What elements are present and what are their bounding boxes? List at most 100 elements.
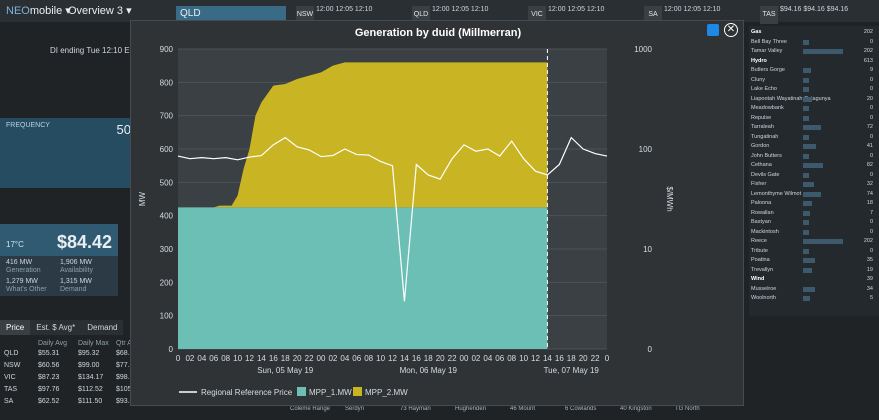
- generator-row[interactable]: Butlers Gorge 9: [751, 67, 877, 75]
- generator-value: 202: [863, 238, 873, 244]
- generator-row[interactable]: Bastyan 0: [751, 219, 877, 227]
- generator-name: Tamar Valley: [751, 48, 783, 54]
- generator-value: 0: [869, 171, 873, 178]
- x-tick-label: 08: [364, 354, 373, 363]
- generator-bar: [803, 229, 809, 235]
- generator-name: Cluny: [751, 76, 766, 83]
- legend-label-mpp-1: MPP_1.MW: [309, 388, 352, 397]
- region-stats: 416 MW Generation 1,906 MW Availability …: [0, 256, 118, 296]
- generator-bar: [803, 220, 809, 225]
- price-tabs: Price Est. $ Avg* Demand: [0, 320, 140, 336]
- x-tick-label: 14: [400, 354, 409, 363]
- table-cell: $105.1: [116, 386, 138, 393]
- y2-tick-label: 0: [648, 345, 653, 354]
- generator-bar: [803, 68, 811, 73]
- generator-bar: [803, 144, 816, 149]
- generator-bar: [803, 258, 815, 263]
- region-vic-prices[interactable]: VIC 12:00 12:05 12:10: [528, 6, 640, 24]
- generator-name: Rowallan: [751, 209, 774, 216]
- generator-row[interactable]: Repulse 0: [751, 115, 877, 123]
- expand-icon[interactable]: [707, 24, 719, 36]
- table-cell: $93.4: [116, 398, 134, 405]
- generator-row[interactable]: Gordon 41: [751, 143, 877, 151]
- region-summary-tile[interactable]: 17°C $84.42: [0, 224, 118, 260]
- y-tick-label: 600: [160, 145, 174, 154]
- strip-item: 46 Mount: [510, 406, 536, 412]
- x-tick-label: 00: [317, 354, 326, 363]
- frequency-panel[interactable]: FREQUENCY 50: [0, 118, 135, 188]
- generator-name: Tribute: [751, 247, 768, 254]
- qld-price-tile[interactable]: QLD: [176, 6, 286, 24]
- table-cell: TAS: [4, 386, 18, 393]
- table-cell: $98.1: [116, 374, 134, 381]
- table-cell: NSW: [4, 362, 21, 369]
- app-brand[interactable]: NEOmobile ▾: [6, 5, 71, 17]
- generator-row[interactable]: Musselroe 34: [751, 286, 877, 294]
- generator-row[interactable]: Wind 39: [751, 276, 877, 284]
- generator-row[interactable]: John Butters 0: [751, 153, 877, 161]
- close-icon[interactable]: ✕: [724, 23, 738, 37]
- region-tas-prices[interactable]: TAS $94.16 $94.16 $94.16: [760, 6, 875, 24]
- generator-row[interactable]: Lake Echo 0: [751, 86, 877, 94]
- y-tick-label: 900: [160, 45, 174, 54]
- x-day-label: Tue, 07 May 19: [544, 366, 600, 375]
- table-row: NSW $60.56 $99.00 $77.6: [0, 362, 140, 372]
- generator-row[interactable]: Devils Gate 0: [751, 172, 877, 180]
- generator-row[interactable]: Bell Bay Three 0: [751, 39, 877, 47]
- y2-axis-label: $/MWh: [665, 186, 674, 211]
- generator-row[interactable]: Liapootah Wayatinah Catagunya 20: [751, 96, 877, 104]
- table-cell: $87.23: [38, 374, 60, 381]
- x-tick-label: 20: [293, 354, 302, 363]
- generator-bar: [803, 77, 809, 83]
- generator-row[interactable]: Poatina 35: [751, 257, 877, 265]
- table-row: QLD $55.31 $95.32 $68.5: [0, 350, 140, 360]
- generator-row[interactable]: Trevallyn 19: [751, 267, 877, 275]
- generator-row[interactable]: Rowallan 7: [751, 210, 877, 218]
- table-cell: $60.56: [38, 362, 60, 369]
- generator-row[interactable]: Cethana 82: [751, 162, 877, 170]
- generator-value: 202: [863, 48, 873, 54]
- generator-name: Bastyan: [751, 219, 771, 225]
- strip-item: 73 Hayman: [400, 406, 431, 412]
- generator-name: Fisher: [751, 181, 767, 187]
- x-tick-label: 18: [424, 354, 433, 363]
- generator-name: Gas: [751, 29, 762, 35]
- generator-row[interactable]: Mackintosh 0: [751, 229, 877, 237]
- overview-selector[interactable]: Overview 3 ▾: [68, 5, 132, 17]
- generator-row[interactable]: Tarraleah 72: [751, 124, 877, 132]
- generator-row[interactable]: Lemonthyme Wilmot 74: [751, 191, 877, 199]
- generator-bar: [803, 191, 822, 197]
- tab-price[interactable]: Price: [0, 320, 31, 335]
- region-nsw-prices[interactable]: NSW 12:00 12:05 12:10: [296, 6, 408, 24]
- generator-row[interactable]: Cluny 0: [751, 77, 877, 85]
- generator-row[interactable]: Hydro 613: [751, 58, 877, 66]
- generator-name: Paloona: [751, 200, 772, 206]
- generator-bar: [803, 296, 810, 301]
- generator-row[interactable]: Paloona 18: [751, 200, 877, 208]
- region-sa-prices[interactable]: SA 12:00 12:05 12:10: [644, 6, 756, 24]
- generator-name: Bell Bay Three: [751, 38, 787, 45]
- generator-row[interactable]: Meadowbank 0: [751, 105, 877, 113]
- y2-tick-label: 1000: [634, 45, 652, 54]
- region-qld-prices[interactable]: QLD 12:00 12:05 12:10: [412, 6, 524, 24]
- table-cell: $111.50: [78, 398, 103, 405]
- generator-row[interactable]: Reece 202: [751, 238, 877, 246]
- generator-row[interactable]: Tribute 0: [751, 248, 877, 256]
- table-cell: $95.32: [78, 350, 100, 357]
- generator-row[interactable]: Woolnorth 5: [751, 295, 877, 303]
- generator-value: 20: [866, 95, 873, 102]
- generator-row[interactable]: Tamar Valley 202: [751, 48, 877, 56]
- table-cell: Qtr Av: [116, 340, 136, 347]
- x-tick-label: 10: [233, 354, 242, 363]
- tab-est-avg[interactable]: Est. $ Avg*: [30, 320, 82, 335]
- tab-demand[interactable]: Demand: [81, 320, 124, 335]
- generator-row[interactable]: Fisher 32: [751, 181, 877, 189]
- generator-name: Devils Gate: [751, 171, 780, 178]
- x-tick-label: 0: [605, 354, 610, 363]
- x-tick-label: 0: [176, 354, 181, 363]
- series-price-line: [177, 136, 608, 302]
- generator-row[interactable]: Tungatinah 0: [751, 134, 877, 142]
- strip-item: 6 Cowlands: [565, 406, 597, 412]
- bottom-generator-strip: Coleme Range Serdyn 73 Hayman Hughenden 46 M…: [290, 404, 730, 420]
- generator-row[interactable]: Gas 202: [751, 29, 877, 37]
